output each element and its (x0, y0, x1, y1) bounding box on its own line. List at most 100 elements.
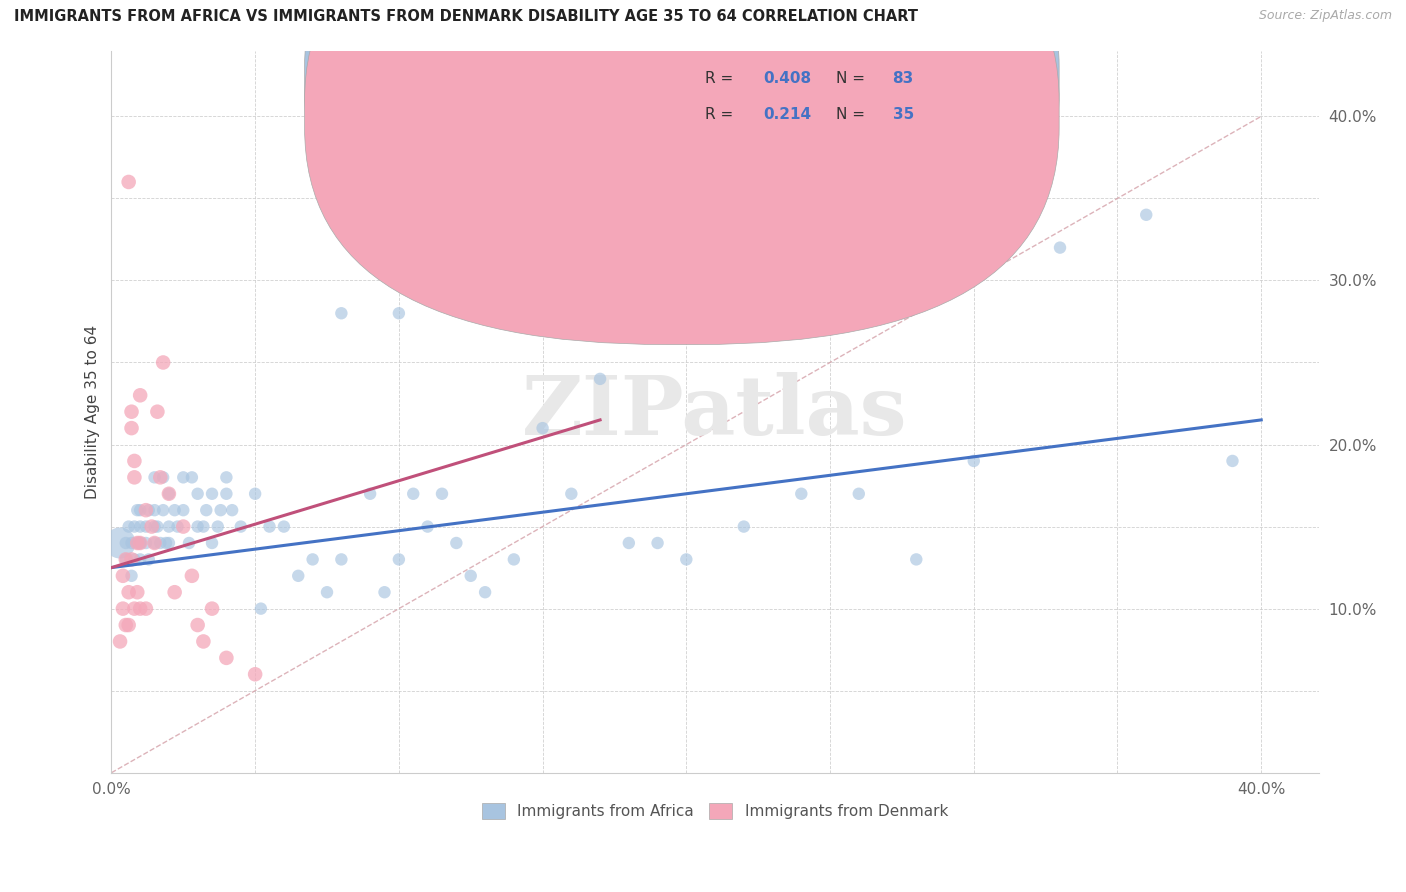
Point (259, 519, 281, 533)
Point (124, 454, 146, 468)
Point (135, 503, 157, 517)
Point (163, 585, 186, 599)
Point (177, 536, 200, 550)
Point (359, 487, 381, 501)
Point (229, 519, 252, 533)
Point (416, 519, 439, 533)
Point (430, 487, 453, 501)
Text: 35: 35 (893, 107, 914, 121)
Point (647, 536, 669, 550)
Point (474, 585, 496, 599)
Point (402, 487, 425, 501)
Point (127, 503, 149, 517)
Point (316, 585, 339, 599)
Point (201, 536, 224, 550)
Point (141, 519, 163, 533)
Point (129, 536, 152, 550)
Point (111, 601, 134, 615)
Point (143, 536, 166, 550)
Point (1135, 208, 1157, 222)
Point (560, 487, 582, 501)
Point (502, 552, 524, 566)
Point (589, 372, 612, 386)
Point (118, 618, 141, 632)
Point (129, 536, 152, 550)
Point (114, 536, 136, 550)
Point (1222, 454, 1244, 468)
Point (201, 487, 224, 501)
Point (114, 552, 136, 566)
Point (114, 618, 136, 632)
Point (733, 519, 755, 533)
Point (330, 306, 353, 320)
FancyBboxPatch shape (305, 0, 1059, 344)
Point (124, 552, 146, 566)
Point (149, 536, 172, 550)
Point (330, 552, 353, 566)
Point (221, 503, 243, 517)
Point (118, 175, 141, 189)
Point (138, 552, 160, 566)
Point (157, 519, 180, 533)
Point (201, 601, 224, 615)
Point (287, 569, 309, 583)
Point (127, 536, 149, 550)
Point (617, 536, 640, 550)
Point (155, 536, 177, 550)
Point (172, 519, 194, 533)
Point (193, 519, 215, 533)
Point (118, 519, 141, 533)
Point (129, 601, 152, 615)
Point (790, 487, 813, 501)
Point (180, 470, 202, 484)
Point (215, 651, 238, 665)
Point (111, 569, 134, 583)
Point (121, 421, 143, 435)
Point (121, 536, 143, 550)
Point (388, 306, 411, 320)
FancyBboxPatch shape (648, 51, 998, 148)
Point (143, 536, 166, 550)
Point (187, 487, 209, 501)
Text: 83: 83 (893, 71, 914, 87)
Point (108, 536, 131, 550)
Point (152, 503, 174, 517)
Point (531, 421, 554, 435)
Point (187, 519, 209, 533)
Point (121, 405, 143, 419)
Point (301, 552, 323, 566)
Text: IMMIGRANTS FROM AFRICA VS IMMIGRANTS FROM DENMARK DISABILITY AGE 35 TO 64 CORREL: IMMIGRANTS FROM AFRICA VS IMMIGRANTS FRO… (14, 9, 918, 24)
Point (193, 634, 215, 648)
Point (163, 503, 186, 517)
Point (127, 585, 149, 599)
Text: N =: N = (835, 71, 870, 87)
Point (135, 601, 157, 615)
Text: R =: R = (706, 71, 738, 87)
Point (129, 552, 152, 566)
Point (135, 519, 157, 533)
Point (187, 618, 209, 632)
Point (207, 519, 229, 533)
Text: 0.408: 0.408 (763, 71, 811, 87)
Point (215, 487, 238, 501)
Point (209, 503, 232, 517)
Point (135, 536, 157, 550)
Point (243, 487, 266, 501)
Point (121, 552, 143, 566)
Point (121, 569, 143, 583)
Point (172, 503, 194, 517)
Point (460, 569, 482, 583)
Point (152, 355, 174, 369)
Point (373, 585, 395, 599)
Text: ZIPatlas: ZIPatlas (522, 372, 908, 451)
Point (129, 536, 152, 550)
Point (446, 536, 468, 550)
Point (129, 519, 152, 533)
Point (118, 585, 141, 599)
Text: R =: R = (706, 107, 738, 121)
Text: N =: N = (835, 107, 870, 121)
Point (146, 519, 169, 533)
Point (195, 503, 218, 517)
Point (124, 470, 146, 484)
Point (675, 552, 697, 566)
